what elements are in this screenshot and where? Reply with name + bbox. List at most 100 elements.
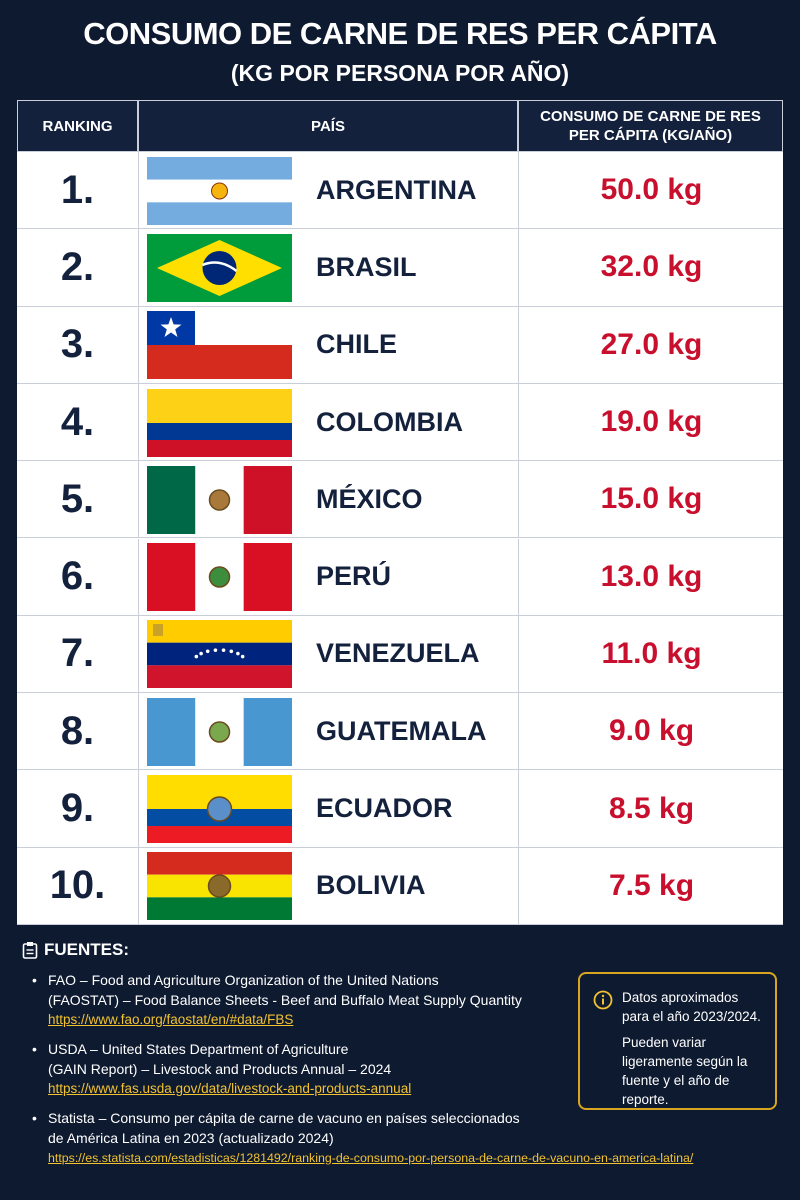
flag-emblem xyxy=(206,796,233,822)
flag-stripe xyxy=(147,852,292,875)
rank: 3. xyxy=(17,306,139,383)
flag-stripe xyxy=(147,620,292,644)
flag-star xyxy=(229,649,234,654)
rank: 2. xyxy=(17,229,139,306)
flag-stripe xyxy=(147,897,292,921)
table-row: 3. CHILE 27.0 kg xyxy=(17,306,784,384)
clipboard-icon xyxy=(22,942,38,959)
consumption-value: 11.0 kg xyxy=(518,615,784,693)
flag-stripe xyxy=(147,465,196,534)
flag xyxy=(147,775,292,844)
flag-emblem xyxy=(208,566,231,588)
country-name: ARGENTINA xyxy=(316,174,477,205)
flag-stripe xyxy=(243,465,292,534)
source-text: (FAOSTAT) – Food Balance Sheets - Beef a… xyxy=(48,992,522,1008)
consumption-value: 13.0 kg xyxy=(518,538,784,615)
source-link[interactable]: https://www.fao.org/faostat/en/#data/FBS xyxy=(48,1012,294,1027)
country-name: COLOMBIA xyxy=(316,406,463,437)
source-text: de América Latina en 2023 (actualizado 2… xyxy=(48,1130,334,1146)
note-box: Datos aproximados para el año 2023/2024.… xyxy=(578,972,777,1110)
sources: FUENTES: FAO – Food and Agriculture Orga… xyxy=(22,940,782,1177)
note-text: Pueden variar ligeramente según la fuent… xyxy=(622,1035,748,1107)
flag-stripe xyxy=(243,697,292,766)
rank: 8. xyxy=(17,693,139,770)
flag-emblem xyxy=(153,624,163,637)
flag-emblem xyxy=(207,874,232,899)
flag-emblem xyxy=(211,182,228,200)
flag-star xyxy=(199,652,203,656)
flag-stripe xyxy=(147,826,292,844)
flag xyxy=(147,233,292,302)
consumption-value: 9.0 kg xyxy=(518,693,784,770)
flag-star xyxy=(213,648,218,653)
consumption-value: 19.0 kg xyxy=(518,383,784,461)
flag-stripe xyxy=(147,156,292,180)
table-row: 1. ARGENTINA 50.0 kg xyxy=(17,152,784,230)
country-name: VENEZUELA xyxy=(316,638,480,669)
country-name: ECUADOR xyxy=(316,793,453,824)
rank: 10. xyxy=(17,847,139,924)
consumption-value: 8.5 kg xyxy=(518,770,784,847)
note-text: Datos aproximados para el año 2023/2024. xyxy=(622,990,761,1024)
title: CONSUMO DE CARNE DE RES PER CÁPITA xyxy=(83,16,717,51)
flag xyxy=(147,543,292,612)
flag xyxy=(147,697,292,766)
flag-emblem xyxy=(208,720,231,743)
rank: 9. xyxy=(17,770,139,847)
country-name: PERÚ xyxy=(316,561,392,592)
flag-stripe xyxy=(147,439,292,457)
source-item: Statista – Consumo per cápita de carne d… xyxy=(22,1108,782,1168)
source-item: FAO – Food and Agriculture Organization … xyxy=(22,970,588,1030)
country-name: BRASIL xyxy=(316,251,417,282)
flag-stripe xyxy=(147,388,292,423)
rank: 1. xyxy=(17,152,139,229)
table-row: 2. BRASIL 32.0 kg xyxy=(17,229,783,307)
country-name: MÉXICO xyxy=(316,483,423,514)
flag xyxy=(147,620,292,689)
country-name: BOLIVIA xyxy=(316,870,426,901)
flag-emblem xyxy=(208,489,231,511)
table-row: 10. BOLIVIA 7.5 kg xyxy=(17,847,783,925)
flag-stripe xyxy=(147,201,292,225)
flag-star xyxy=(205,649,210,654)
source-link[interactable]: https://es.statista.com/estadisticas/128… xyxy=(48,1151,694,1165)
rank: 7. xyxy=(17,615,139,693)
table-row: 8. GUATEMALA 9.0 kg xyxy=(17,693,784,771)
table-row: 5. MÉXICO 15.0 kg xyxy=(17,461,784,539)
rank: 4. xyxy=(17,383,139,461)
table-row: 9. ECUADOR 8.5 kg xyxy=(17,770,784,848)
source-text: FAO – Food and Agriculture Organization … xyxy=(48,972,439,988)
flag-band xyxy=(202,261,238,272)
flag xyxy=(147,852,292,921)
flag-globe xyxy=(202,250,237,285)
flag-star xyxy=(240,655,245,659)
flag-star xyxy=(194,655,199,659)
sources-heading: FUENTES: xyxy=(22,940,782,960)
flag-stripe xyxy=(147,697,196,766)
flag-stripe xyxy=(243,543,292,612)
table-row: 6. PERÚ 13.0 kg xyxy=(17,538,784,616)
flag xyxy=(147,388,292,457)
flag xyxy=(147,156,292,225)
column-header: RANKING xyxy=(17,100,138,152)
country-name: CHILE xyxy=(316,329,397,360)
consumption-value: 50.0 kg xyxy=(518,152,784,229)
rank: 6. xyxy=(17,538,139,615)
consumption-value: 27.0 kg xyxy=(518,306,784,383)
flag xyxy=(147,311,292,380)
country-name: GUATEMALA xyxy=(316,715,487,746)
flag-star xyxy=(236,652,240,656)
flag-stripe xyxy=(147,643,292,666)
flag-stripe xyxy=(147,345,292,380)
flag xyxy=(147,465,292,534)
rank: 5. xyxy=(17,461,139,538)
ranking-table: RANKING PAÍS CONSUMO DE CARNE DE RES PER… xyxy=(17,100,783,925)
flag-star xyxy=(160,317,182,338)
source-text: USDA – United States Department of Agric… xyxy=(48,1041,349,1057)
table-row: 4. COLOMBIA 19.0 kg xyxy=(17,383,784,462)
source-list: FAO – Food and Agriculture Organization … xyxy=(22,970,782,1168)
source-link[interactable]: https://www.fas.usda.gov/data/livestock-… xyxy=(48,1081,412,1096)
consumption-value: 15.0 kg xyxy=(518,461,784,538)
flag-star xyxy=(221,648,226,653)
sources-title: FUENTES: xyxy=(44,940,129,959)
